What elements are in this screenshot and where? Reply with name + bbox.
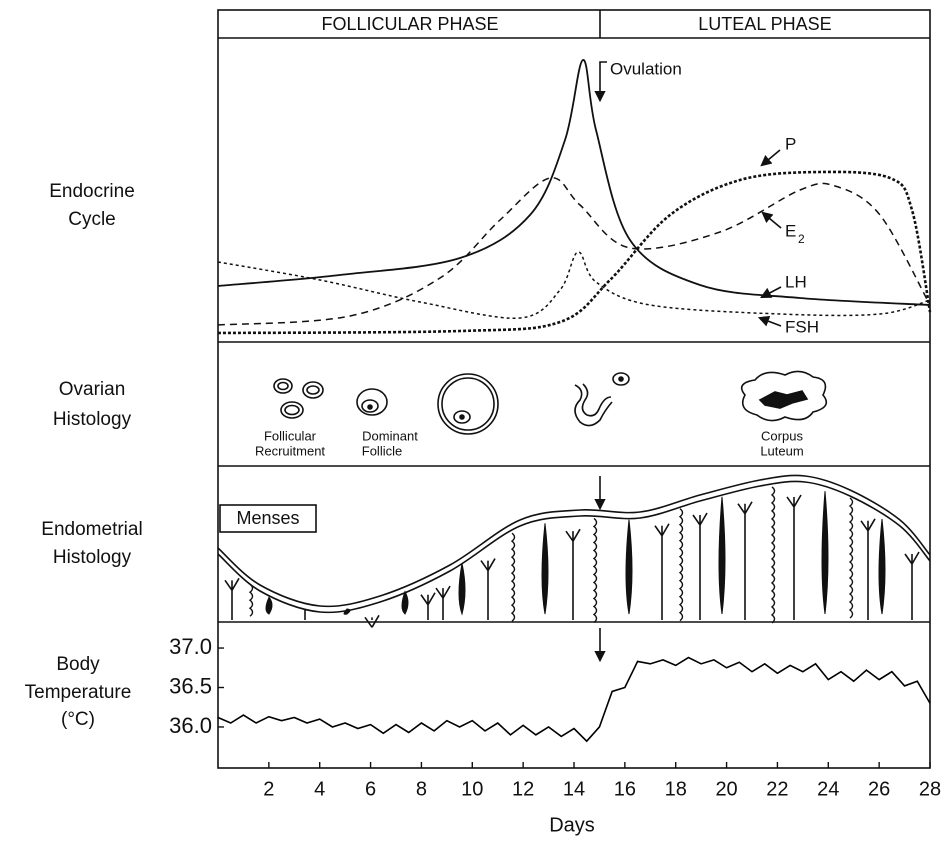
x-tick-label: 14 bbox=[563, 778, 585, 800]
gland bbox=[435, 585, 451, 620]
fsh-curve bbox=[217, 251, 931, 319]
x-tick-label: 16 bbox=[614, 778, 636, 800]
gland bbox=[541, 523, 549, 615]
panel-label: Histology bbox=[53, 409, 132, 430]
x-tick-label: 22 bbox=[766, 778, 788, 800]
ovarian-label: Corpus bbox=[761, 428, 803, 443]
endometrium-surface bbox=[217, 480, 931, 614]
ovarian-label: Follicular bbox=[264, 428, 317, 443]
hormone-label: LH bbox=[785, 272, 807, 291]
x-tick-label: 12 bbox=[512, 778, 534, 800]
y-tick-label: 36.0 bbox=[169, 713, 212, 738]
gland bbox=[770, 486, 776, 624]
x-tick-label: 2 bbox=[263, 778, 274, 800]
gland bbox=[458, 563, 466, 616]
menses-box bbox=[219, 504, 317, 533]
gland bbox=[420, 592, 436, 620]
gland bbox=[248, 583, 254, 617]
e2-curve bbox=[217, 177, 931, 326]
x-tick-label: 6 bbox=[365, 778, 376, 800]
hormone-label: E bbox=[785, 221, 796, 240]
gland bbox=[654, 523, 670, 620]
panel-label: Endometrial bbox=[41, 519, 142, 540]
follicle-icons bbox=[273, 370, 828, 435]
y-tick-label: 37.0 bbox=[169, 634, 212, 659]
phase-label: LUTEAL PHASE bbox=[698, 14, 831, 34]
p-curve bbox=[217, 170, 932, 335]
hormone-label-sub: 2 bbox=[798, 232, 805, 246]
gland bbox=[737, 501, 753, 620]
panel-label: Endocrine bbox=[49, 181, 135, 202]
phase-label: FOLLICULAR PHASE bbox=[321, 14, 498, 34]
temperature-line bbox=[217, 656, 931, 743]
x-tick-label: 24 bbox=[817, 778, 839, 800]
gland bbox=[480, 558, 496, 620]
gland bbox=[786, 494, 802, 620]
panel-label: Ovarian bbox=[59, 379, 126, 400]
x-tick-label: 26 bbox=[868, 778, 890, 800]
arrow bbox=[757, 315, 782, 327]
lh-curve bbox=[217, 59, 931, 306]
hormone-label: FSH bbox=[785, 317, 819, 336]
gland bbox=[592, 517, 598, 624]
panel-label: Temperature bbox=[25, 682, 132, 703]
arrow bbox=[761, 211, 782, 229]
gland bbox=[625, 519, 633, 615]
menses-label: Menses bbox=[236, 508, 299, 528]
x-tick-label: 10 bbox=[461, 778, 483, 800]
ovarian-label: Luteum bbox=[760, 443, 803, 458]
gland bbox=[848, 497, 854, 619]
frame bbox=[217, 9, 931, 769]
endometrium bbox=[217, 474, 931, 628]
y-tick-label: 36.5 bbox=[169, 673, 212, 698]
x-axis-title: Days bbox=[549, 814, 595, 836]
panel-label: Cycle bbox=[68, 209, 116, 230]
x-tick-label: 18 bbox=[665, 778, 687, 800]
gland bbox=[860, 518, 876, 620]
x-tick-label: 4 bbox=[314, 778, 325, 800]
gland bbox=[510, 532, 516, 622]
x-tick-label: 8 bbox=[416, 778, 427, 800]
panel-label: Histology bbox=[53, 547, 132, 568]
gland bbox=[821, 491, 829, 615]
gland bbox=[343, 608, 351, 615]
gland bbox=[364, 614, 380, 628]
gland bbox=[718, 496, 726, 615]
arrow bbox=[594, 61, 607, 103]
panel-label: Body bbox=[56, 654, 100, 675]
ovarian-label: Recruitment bbox=[255, 443, 325, 458]
gland bbox=[224, 577, 240, 620]
gland bbox=[692, 512, 708, 620]
x-tick-label: 20 bbox=[715, 778, 737, 800]
x-tick-label: 28 bbox=[919, 778, 941, 800]
ovarian-label: Dominant bbox=[362, 428, 418, 443]
gland bbox=[878, 518, 886, 615]
gland bbox=[565, 528, 581, 620]
gland bbox=[401, 590, 409, 615]
panel-label: (°C) bbox=[61, 709, 95, 730]
ovarian-label: Follicle bbox=[362, 443, 402, 458]
gland bbox=[904, 551, 920, 620]
gland bbox=[265, 596, 273, 615]
hormone-label: Ovulation bbox=[610, 59, 682, 78]
gland bbox=[678, 508, 684, 622]
arrow bbox=[760, 149, 781, 167]
hormone-label: P bbox=[785, 134, 796, 153]
